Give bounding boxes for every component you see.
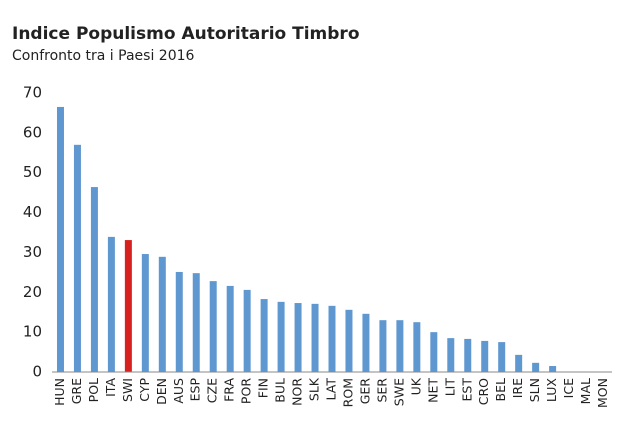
bar (413, 322, 421, 372)
bar (73, 144, 81, 372)
x-tick-label: LAT (324, 378, 339, 401)
bar (498, 342, 506, 372)
bar (549, 366, 557, 372)
bar (464, 338, 472, 372)
y-tick-label: 70 (23, 84, 42, 102)
bar (107, 236, 115, 372)
x-tick-label: SWI (120, 378, 135, 402)
x-tick-label: BUL (273, 378, 288, 403)
x-tick-label: MON (595, 378, 610, 408)
y-tick-label: 0 (32, 363, 42, 381)
bar (209, 281, 217, 372)
x-tick-label: IRE (510, 378, 525, 398)
chart-subtitle: Confronto tra i Paesi 2016 (12, 48, 195, 64)
x-tick-label: CZE (205, 378, 220, 403)
bar (175, 271, 183, 372)
bar (192, 273, 200, 372)
y-tick-label: 10 (23, 323, 42, 341)
x-tick-label: FIN (256, 378, 271, 398)
y-tick-label: 50 (23, 163, 42, 181)
x-tick-label: SWE (391, 378, 406, 406)
bar (311, 303, 319, 372)
bar (379, 320, 387, 372)
x-tick-label: LUX (544, 378, 559, 402)
y-tick-label: 30 (23, 243, 42, 261)
bar (277, 301, 285, 372)
y-tick-label: 60 (23, 123, 42, 141)
x-tick-label: FRA (222, 378, 237, 402)
bar (141, 254, 149, 372)
x-tick-label: CRO (476, 378, 491, 405)
y-tick-label: 20 (23, 283, 42, 301)
x-tick-label: POR (239, 378, 254, 404)
chart-title: Indice Populismo Autoritario Timbro (12, 24, 360, 44)
x-tick-label: HUN (52, 378, 67, 406)
bar (158, 256, 166, 372)
bar (56, 106, 64, 372)
bar (362, 313, 370, 372)
x-tick-label: NOR (290, 378, 305, 406)
x-tick-label: LIT (442, 378, 457, 397)
x-tick-label: ROM (340, 378, 355, 407)
x-tick-label: EST (459, 378, 474, 402)
bar (328, 305, 336, 372)
y-tick-label: 40 (23, 203, 42, 221)
bar (243, 289, 251, 372)
x-tick-label: ESP (188, 378, 203, 402)
bar (90, 187, 98, 372)
x-tick-label: ICE (561, 378, 576, 398)
x-tick-label: BEL (493, 378, 508, 401)
bar (396, 320, 404, 372)
x-tick-label: MAL (578, 378, 593, 404)
x-tick-label: ITA (103, 378, 118, 397)
bar (532, 362, 540, 372)
bar (430, 332, 438, 372)
bar (481, 340, 489, 372)
x-tick-label: GRE (69, 378, 84, 404)
bar (447, 338, 455, 372)
bar (345, 309, 353, 372)
x-tick-label: POL (86, 378, 101, 402)
x-tick-label: SLN (527, 378, 542, 402)
x-tick-label: GER (357, 378, 372, 405)
bar (124, 240, 132, 372)
x-tick-label: DEN (154, 378, 169, 405)
x-tick-label: NET (425, 378, 440, 403)
x-tick-label: CYP (137, 378, 152, 402)
bar (515, 354, 523, 372)
bar (226, 285, 234, 372)
bar (294, 303, 302, 372)
bar (260, 299, 268, 372)
x-tick-label: AUS (171, 378, 186, 404)
x-tick-label: UK (408, 377, 423, 395)
x-tick-label: SLK (307, 377, 322, 401)
x-tick-label: SER (374, 378, 389, 403)
